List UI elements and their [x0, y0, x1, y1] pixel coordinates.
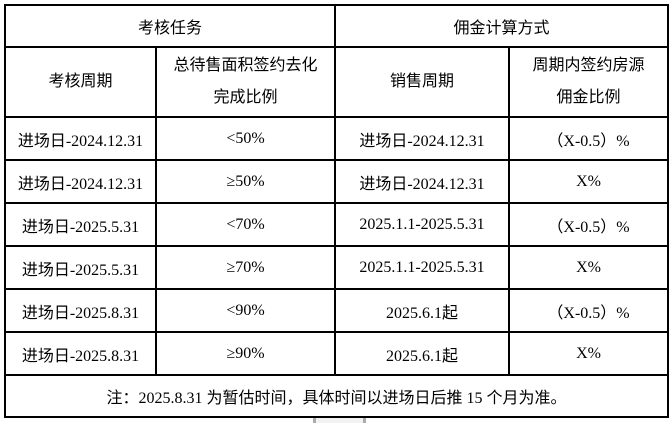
cell-assessment-period: 进场日-2025.8.31: [4, 331, 157, 376]
header-assessment-period: 考核周期: [4, 46, 157, 118]
cell-completion-ratio: <70%: [154, 202, 337, 247]
cell-sales-period: 进场日-2024.12.31: [334, 116, 511, 161]
table-row: 进场日-2025.5.31 ≥70% 2025.1.1-2025.5.31 X%: [4, 245, 670, 290]
table-header-row: 考核周期 总待售面积签约去化 完成比例 销售周期 周期内签约房源 佣金比例: [4, 46, 670, 118]
header-commission-rate-line2: 佣金比例: [556, 89, 621, 106]
header-assessment-task: 考核任务: [3, 4, 337, 48]
cell-completion-ratio: <90%: [154, 288, 337, 333]
commission-assessment-table: 考核任务 佣金计算方式 考核周期 总待售面积签约去化 完成比例 销售周期 周期内…: [3, 4, 670, 418]
table-row: 进场日-2025.8.31 <90% 2025.6.1起 （X-0.5）%: [4, 288, 670, 333]
cell-sales-period: 2025.6.1起: [334, 331, 511, 376]
header-sales-period: 销售周期: [334, 46, 511, 118]
cell-commission-rate: （X-0.5）%: [508, 202, 670, 247]
cell-sales-period: 2025.1.1-2025.5.31: [334, 202, 511, 247]
scrollbar-thumb[interactable]: [313, 418, 366, 423]
cell-commission-rate: X%: [508, 331, 670, 376]
cell-sales-period: 2025.1.1-2025.5.31: [334, 245, 511, 290]
cell-commission-rate: X%: [508, 245, 670, 290]
cell-commission-rate: （X-0.5）%: [508, 288, 670, 333]
cell-assessment-period: 进场日-2024.12.31: [4, 159, 157, 204]
cell-assessment-period: 进场日-2025.5.31: [4, 202, 157, 247]
table-header-group-row: 考核任务 佣金计算方式: [3, 4, 670, 48]
cell-sales-period: 2025.6.1起: [334, 288, 511, 333]
cell-completion-ratio: ≥50%: [154, 159, 337, 204]
table-row: 进场日-2025.5.31 <70% 2025.1.1-2025.5.31 （X…: [4, 202, 670, 247]
header-sales-period-label: 销售周期: [390, 73, 455, 90]
note-text: 注：2025.8.31 为暂估时间，具体时间以进场日后推 15 个月为准。: [3, 374, 670, 418]
header-completion-ratio: 总待售面积签约去化 完成比例: [154, 46, 337, 118]
cell-assessment-period: 进场日-2025.8.31: [4, 288, 157, 333]
header-assessment-period-label: 考核周期: [48, 73, 113, 90]
header-commission-method: 佣金计算方式: [334, 4, 670, 48]
table-row: 进场日-2024.12.31 ≥50% 进场日-2024.12.31 X%: [4, 159, 670, 204]
cell-assessment-period: 进场日-2025.5.31: [4, 245, 157, 290]
cell-assessment-period: 进场日-2024.12.31: [4, 116, 157, 161]
table-note-row: 注：2025.8.31 为暂估时间，具体时间以进场日后推 15 个月为准。: [3, 374, 670, 418]
cell-completion-ratio: ≥90%: [154, 331, 337, 376]
table-row: 进场日-2025.8.31 ≥90% 2025.6.1起 X%: [4, 331, 670, 376]
cell-completion-ratio: ≥70%: [154, 245, 337, 290]
cell-commission-rate: X%: [508, 159, 670, 204]
header-completion-ratio-line1: 总待售面积签约去化: [173, 57, 318, 74]
header-commission-rate-line1: 周期内签约房源: [532, 57, 645, 74]
header-commission-rate: 周期内签约房源 佣金比例: [508, 46, 670, 118]
cell-sales-period: 进场日-2024.12.31: [334, 159, 511, 204]
table-row: 进场日-2024.12.31 <50% 进场日-2024.12.31 （X-0.…: [4, 116, 670, 161]
cell-completion-ratio: <50%: [154, 116, 337, 161]
header-completion-ratio-line2: 完成比例: [213, 89, 278, 106]
cell-commission-rate: （X-0.5）%: [508, 116, 670, 161]
